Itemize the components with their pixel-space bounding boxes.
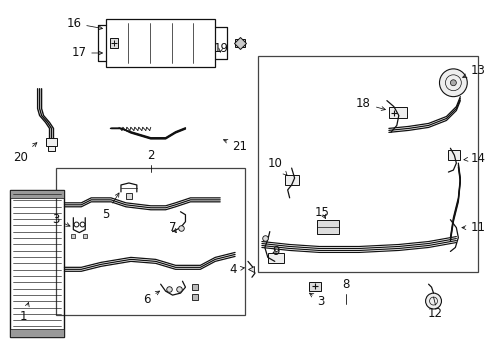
Bar	[389, 107, 407, 118]
Circle shape	[440, 69, 467, 96]
Bar	[110, 38, 118, 48]
Bar	[285, 175, 298, 185]
Bar	[48, 146, 55, 151]
Bar	[10, 329, 64, 337]
Text: 9: 9	[272, 245, 280, 258]
Bar	[56, 168, 245, 315]
Bar	[448, 150, 460, 160]
Bar	[318, 220, 339, 234]
Text: 5: 5	[102, 193, 119, 221]
Text: 10: 10	[268, 157, 287, 175]
Text: 16: 16	[66, 17, 102, 30]
Text: 3: 3	[310, 293, 325, 307]
Bar	[258, 56, 478, 272]
Circle shape	[426, 293, 441, 309]
Text: 14: 14	[464, 152, 485, 165]
Text: 3: 3	[52, 213, 70, 226]
Text: 11: 11	[462, 221, 485, 234]
Bar	[310, 282, 321, 291]
Bar	[235, 39, 245, 47]
Text: 1: 1	[20, 302, 29, 323]
Text: 7: 7	[169, 221, 176, 234]
Circle shape	[450, 80, 456, 86]
Bar	[268, 253, 284, 264]
Bar	[106, 19, 215, 67]
Text: 19: 19	[213, 41, 228, 54]
Text: 8: 8	[343, 278, 350, 291]
Text: 15: 15	[315, 206, 330, 219]
Text: 18: 18	[356, 97, 385, 111]
Text: 4: 4	[229, 263, 245, 276]
Text: 2: 2	[147, 149, 154, 162]
Text: 6: 6	[143, 291, 160, 306]
Text: 20: 20	[13, 143, 37, 164]
Text: 21: 21	[223, 139, 247, 153]
Bar	[10, 190, 64, 198]
Bar	[10, 190, 64, 337]
Bar	[46, 138, 57, 146]
Text: 12: 12	[428, 307, 443, 320]
Text: 13: 13	[463, 64, 485, 78]
Text: 17: 17	[71, 46, 102, 59]
